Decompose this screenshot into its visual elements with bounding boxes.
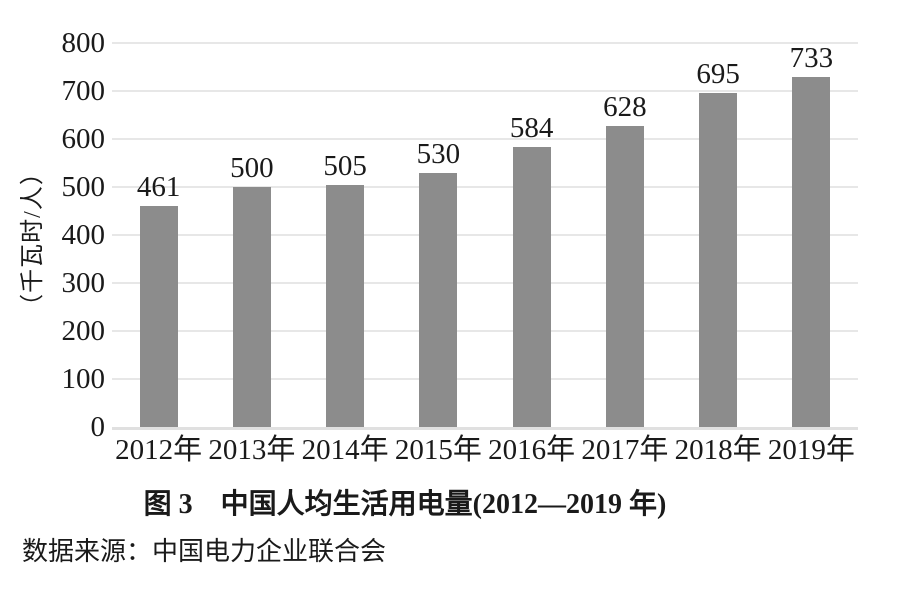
gridline bbox=[112, 330, 858, 332]
x-tick-label: 2019年 bbox=[767, 434, 855, 466]
gridline bbox=[112, 138, 858, 140]
gridline bbox=[112, 186, 858, 188]
figure-caption: 图 3 中国人均生活用电量(2012—2019 年) bbox=[143, 489, 667, 520]
bar-value-label: 584 bbox=[509, 112, 554, 144]
bar-value-label: 500 bbox=[230, 152, 274, 184]
gridline bbox=[112, 90, 858, 92]
bar-value-label: 461 bbox=[136, 171, 181, 203]
bar bbox=[419, 173, 458, 427]
x-tick-label: 2012年 bbox=[115, 434, 203, 466]
bar-group: 500 bbox=[205, 43, 298, 427]
bar-group: 628 bbox=[578, 43, 671, 427]
gridline bbox=[112, 42, 858, 44]
bar bbox=[512, 147, 551, 427]
y-tick-label: 700 bbox=[61, 75, 106, 107]
bar-group: 505 bbox=[299, 43, 392, 427]
gridline bbox=[112, 282, 858, 284]
x-tick-label: 2014年 bbox=[301, 434, 389, 466]
bar bbox=[139, 206, 178, 427]
bar-group: 733 bbox=[765, 43, 858, 427]
gridline bbox=[112, 378, 858, 380]
bar-value-label: 733 bbox=[789, 42, 834, 74]
bar-group: 461 bbox=[112, 43, 205, 427]
bar-group: 530 bbox=[392, 43, 485, 427]
y-tick-label: 400 bbox=[61, 219, 106, 251]
bar bbox=[232, 187, 271, 427]
x-axis-tick-labels: 2012年 2013年 2014年 2015年 2016年 2017年 2018年 2019年 bbox=[112, 434, 858, 466]
y-tick-label: 800 bbox=[61, 27, 106, 59]
y-tick-label: 300 bbox=[61, 267, 106, 299]
y-tick-label: 0 bbox=[90, 411, 106, 443]
bar bbox=[326, 185, 365, 427]
x-tick-label: 2016年 bbox=[488, 434, 576, 466]
bar-value-label: 505 bbox=[323, 150, 367, 182]
y-tick-label: 600 bbox=[61, 123, 106, 155]
bar-value-label: 695 bbox=[696, 58, 740, 90]
bar-group: 695 bbox=[672, 43, 765, 427]
x-axis-line bbox=[112, 427, 858, 430]
bar-value-label: 628 bbox=[603, 91, 647, 123]
y-tick-label: 100 bbox=[61, 363, 106, 395]
plot-area: 461 500 505 530 584 628 695 733 bbox=[112, 42, 858, 430]
gridline bbox=[112, 234, 858, 236]
bar-value-label: 530 bbox=[416, 138, 461, 170]
x-tick-label: 2013年 bbox=[208, 434, 296, 466]
bar-group: 584 bbox=[485, 43, 578, 427]
y-tick-label: 200 bbox=[61, 315, 106, 347]
figure-source: 数据来源：中国电力企业联合会 bbox=[22, 537, 387, 566]
x-tick-label: 2015年 bbox=[394, 434, 482, 466]
x-tick-label: 2017年 bbox=[581, 434, 669, 466]
x-tick-label: 2018年 bbox=[674, 434, 762, 466]
bars-row: 461 500 505 530 584 628 695 733 bbox=[112, 43, 858, 427]
bar bbox=[605, 126, 644, 427]
bar bbox=[792, 77, 831, 427]
bar bbox=[699, 93, 738, 427]
y-tick-label: 500 bbox=[61, 171, 106, 203]
